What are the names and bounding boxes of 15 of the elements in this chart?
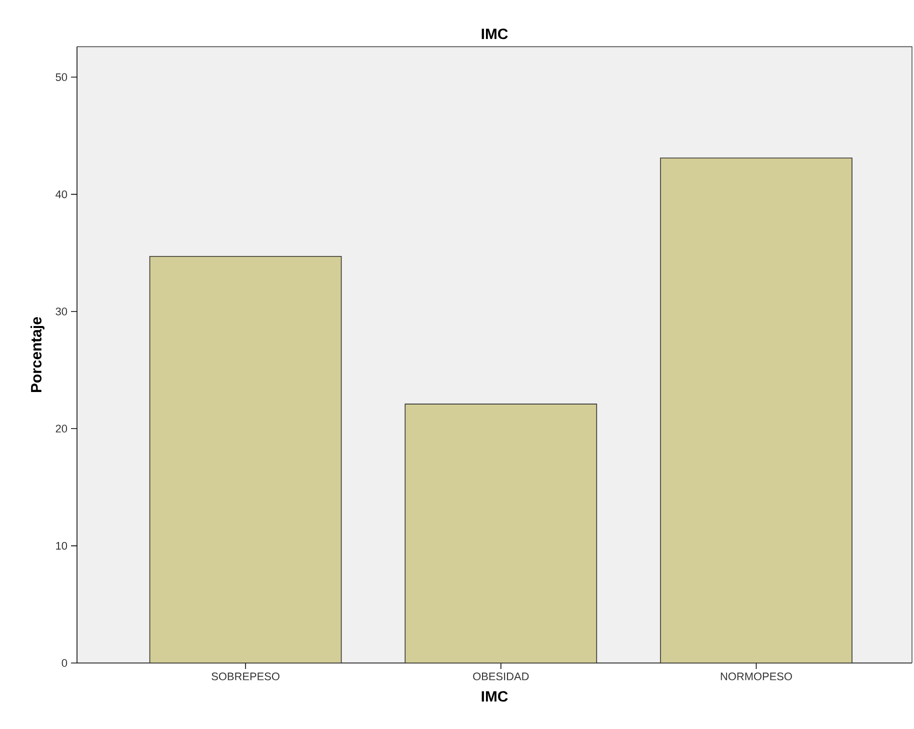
y-axis-title: Porcentaje (30, 317, 44, 392)
y-tick-label: 40 (56, 190, 68, 198)
x-tick-label: SOBREPESO (212, 672, 280, 680)
y-tick-label: 10 (56, 542, 68, 550)
y-tick-label: 30 (56, 308, 68, 316)
x-axis-title: IMC (482, 691, 508, 702)
y-tick-label: 0 (62, 659, 68, 667)
x-tick-label: NORMOPESO (720, 672, 792, 680)
y-tick-label: 20 (56, 424, 68, 433)
x-tick-label: OBESIDAD (473, 672, 529, 680)
bar (660, 158, 852, 664)
chart-title: IMC (482, 28, 508, 40)
bar (149, 256, 342, 664)
bar (404, 404, 598, 664)
y-tick-label: 50 (56, 73, 68, 82)
